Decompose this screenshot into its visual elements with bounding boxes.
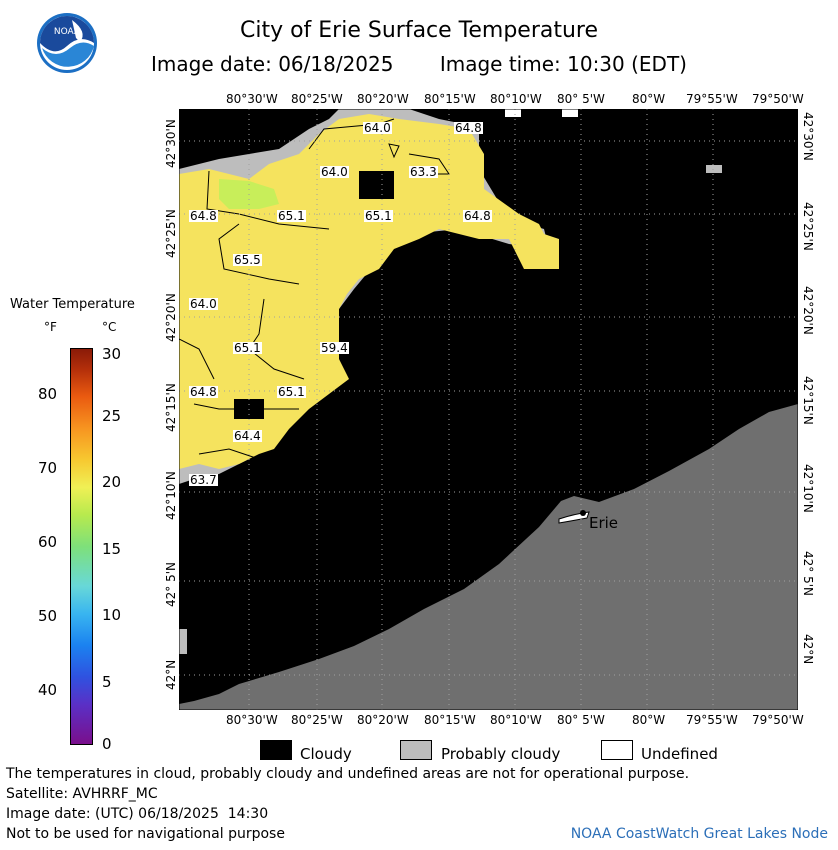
y-tick: 42° 5'N [801,551,815,596]
y-tick: 42°N [164,659,178,690]
f-tick: 50 [38,607,58,625]
colorbar-unit-c: °C [102,320,117,334]
x-tick: 80°25'W [291,713,343,727]
contour-label: 64.0 [363,121,392,135]
c-tick: 15 [102,540,122,558]
temperature-map [179,109,798,710]
page-title: City of Erie Surface Temperature [239,18,599,43]
x-tick: 79°50'W [752,713,804,727]
x-tick: 79°55'W [686,713,738,727]
x-tick: 80°30'W [226,92,278,106]
f-tick: 70 [38,459,58,477]
y-tick: 42° 5'N [164,562,178,607]
image-time: Image time: 10:30 (EDT) [439,52,687,76]
y-tick: 42°25'N [164,209,178,258]
f-tick: 80 [38,385,58,403]
footer-disclaimer: The temperatures in cloud, probably clou… [6,766,690,782]
contour-label: 64.4 [233,429,262,443]
contour-label: 63.3 [409,165,438,179]
contour-label: 59.4 [320,341,349,355]
x-tick: 80°15'W [424,713,476,727]
x-tick: 80°20'W [357,92,409,106]
contour-label: 64.8 [189,385,218,399]
image-date: Image date: 06/18/2025 [151,52,394,76]
y-tick: 42°30'N [164,119,178,168]
colorbar [70,348,93,745]
legend-label-cloudy: Cloudy [300,745,352,763]
contour-label: 64.0 [189,297,218,311]
x-tick: 80°20'W [357,713,409,727]
legend-swatch-probably-cloudy [400,740,432,760]
x-tick: 80°10'W [490,92,542,106]
contour-label: 64.8 [454,121,483,135]
contour-label: 65.1 [277,209,306,223]
noaa-logo-text: NOAA [54,27,81,37]
y-tick: 42°20'N [801,286,815,335]
y-tick: 42°30'N [801,112,815,161]
x-tick: 79°55'W [686,92,738,106]
footer-credit: NOAA CoastWatch Great Lakes Node [570,826,828,842]
contour-label: 63.7 [189,473,218,487]
noaa-logo: NOAA [37,13,97,73]
x-tick: 80°W [632,92,666,106]
legend-swatch-undefined [601,740,633,760]
x-tick: 80° 5'W [557,713,605,727]
c-tick: 0 [102,735,112,753]
y-tick: 42°20'N [164,293,178,342]
y-tick: 42°N [801,634,815,665]
city-label: Erie [589,514,619,532]
graticule [179,109,798,710]
x-tick: 80°15'W [424,92,476,106]
contour-label: 64.8 [463,209,492,223]
c-tick: 10 [102,606,122,624]
contour-label: 65.5 [233,253,262,267]
x-tick: 79°50'W [752,92,804,106]
x-tick: 80° 5'W [557,92,605,106]
footer-nav-warning: Not to be used for navigational purpose [6,826,285,842]
contour-label: 65.1 [233,341,262,355]
x-tick: 80°25'W [291,92,343,106]
y-tick: 42°10'N [801,464,815,513]
contour-label: 64.0 [320,165,349,179]
f-tick: 60 [38,533,58,551]
erie-marker [580,510,586,516]
y-tick: 42°15'N [164,383,178,432]
x-tick: 80°10'W [490,713,542,727]
colorbar-unit-f: °F [44,320,57,334]
y-tick: 42°10'N [164,471,178,520]
x-tick: 80°30'W [226,713,278,727]
x-tick: 80°W [632,713,666,727]
footer-utc-date: Image date: (UTC) 06/18/2025 14:30 [6,806,269,822]
legend-label-undefined: Undefined [641,745,718,763]
land-area [179,404,798,710]
contour-label: 64.8 [189,209,218,223]
contour-label: 65.1 [364,209,393,223]
colorbar-title: Water Temperature [10,297,135,312]
legend-label-probably-cloudy: Probably cloudy [441,745,561,763]
contour-label-layer: 64.0 64.8 64.0 63.3 64.8 65.1 65.1 64.8 … [179,109,798,710]
c-tick: 25 [102,407,122,425]
y-tick: 42°25'N [801,202,815,251]
c-tick: 20 [102,473,122,491]
c-tick: 30 [102,345,122,363]
y-tick: 42°15'N [801,376,815,425]
footer-satellite: Satellite: AVHRRF_MC [6,786,158,802]
c-tick: 5 [102,673,112,691]
image-datetime: Image date: 06/18/2025 Image time: 10:30… [0,52,838,76]
f-tick: 40 [38,681,58,699]
legend-swatch-cloudy [260,740,292,760]
contour-label: 65.1 [277,385,306,399]
